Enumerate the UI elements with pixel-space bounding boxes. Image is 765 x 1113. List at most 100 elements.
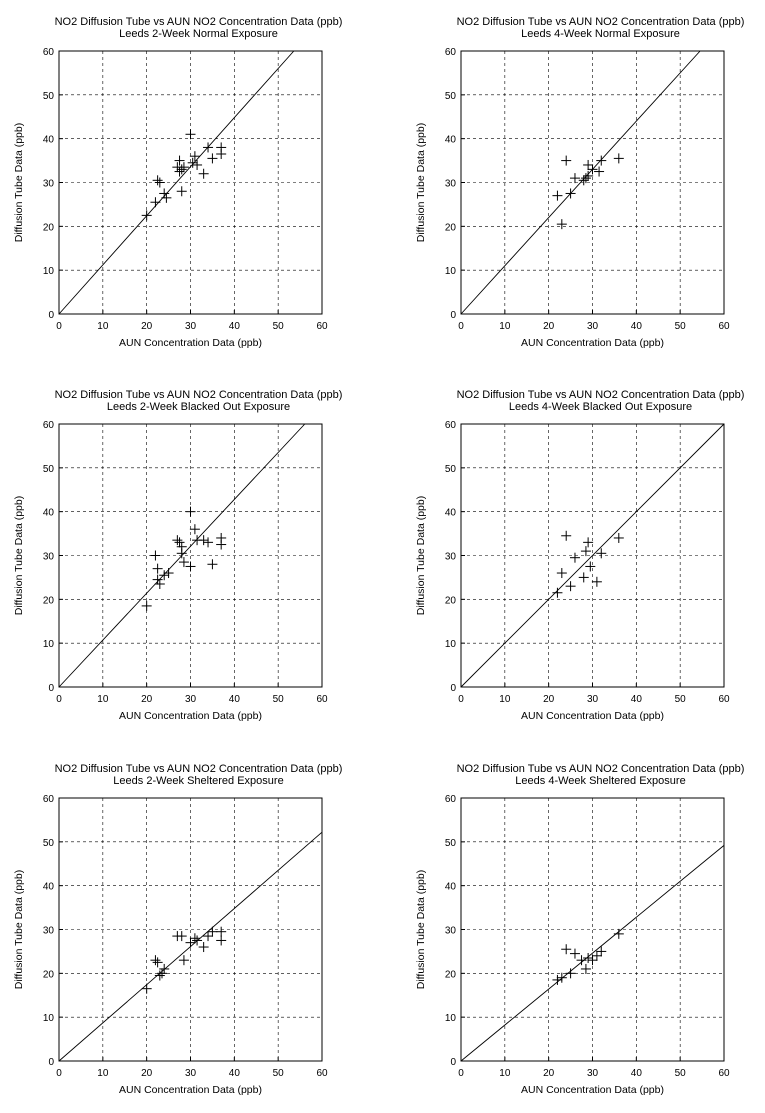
y-tick-label: 20 — [445, 969, 457, 980]
data-point — [159, 188, 170, 199]
data-point — [176, 548, 187, 559]
data-point — [174, 537, 185, 548]
y-tick-label: 30 — [445, 926, 457, 937]
scatter-panel-3: NO2 Diffusion Tube vs AUN NO2 Concentrat… — [13, 389, 342, 722]
data-point — [613, 928, 624, 939]
data-point — [198, 535, 209, 546]
y-axis-label: Diffusion Tube Data (ppb) — [415, 496, 427, 615]
x-tick-label: 50 — [273, 321, 285, 332]
data-point — [150, 197, 161, 208]
data-point — [154, 970, 165, 981]
data-point — [161, 192, 172, 203]
data-point — [157, 968, 168, 979]
data-point — [216, 926, 227, 937]
data-point — [198, 168, 209, 179]
data-point — [154, 177, 165, 188]
x-axis-label: AUN Concentration Data (ppb) — [119, 710, 262, 722]
data-point — [189, 151, 200, 162]
y-axis-label: Diffusion Tube Data (ppb) — [13, 123, 25, 242]
x-tick-label: 10 — [499, 694, 511, 705]
data-point — [565, 188, 576, 199]
y-tick-label: 40 — [43, 882, 55, 893]
x-tick-label: 0 — [56, 321, 62, 332]
y-tick-label: 30 — [43, 552, 55, 563]
y-tick-label: 20 — [43, 969, 55, 980]
data-point — [152, 574, 163, 585]
data-point — [152, 563, 163, 574]
y-tick-label: 60 — [445, 794, 457, 805]
y-tick-label: 20 — [445, 595, 457, 606]
data-point — [178, 162, 189, 173]
data-point — [178, 955, 189, 966]
data-point — [203, 142, 214, 153]
data-point — [613, 532, 624, 543]
x-tick-label: 60 — [718, 694, 730, 705]
data-point — [216, 539, 227, 550]
y-tick-label: 40 — [43, 508, 55, 519]
data-point — [207, 926, 218, 937]
data-point — [150, 550, 161, 561]
x-tick-label: 30 — [587, 321, 599, 332]
x-tick-label: 20 — [543, 1068, 555, 1079]
x-tick-label: 0 — [458, 1068, 464, 1079]
data-point — [154, 578, 165, 589]
data-point — [163, 568, 174, 579]
x-tick-label: 20 — [141, 694, 153, 705]
y-tick-label: 30 — [43, 926, 55, 937]
data-point — [159, 570, 170, 581]
data-point — [561, 155, 572, 166]
data-point — [561, 530, 572, 541]
data-point — [569, 948, 580, 959]
data-point — [594, 166, 605, 177]
data-point — [556, 568, 567, 579]
fit-line — [460, 844, 725, 1062]
data-point — [216, 149, 227, 160]
chart-subtitle: Leeds 2-Week Blacked Out Exposure — [107, 401, 290, 413]
x-tick-label: 0 — [458, 321, 464, 332]
y-tick-label: 10 — [445, 266, 457, 277]
x-tick-label: 10 — [499, 1068, 511, 1079]
data-point — [152, 175, 163, 186]
x-tick-label: 40 — [229, 694, 241, 705]
fit-line — [58, 50, 295, 315]
chart-subtitle: Leeds 4-Week Blacked Out Exposure — [509, 401, 692, 413]
data-point — [552, 190, 563, 201]
x-tick-label: 50 — [273, 694, 285, 705]
data-point — [176, 931, 187, 942]
data-point — [176, 186, 187, 197]
y-axis-label: Diffusion Tube Data (ppb) — [13, 496, 25, 615]
x-tick-label: 0 — [458, 694, 464, 705]
chart-title: NO2 Diffusion Tube vs AUN NO2 Concentrat… — [457, 763, 745, 775]
data-point — [185, 129, 196, 140]
y-tick-label: 40 — [445, 882, 457, 893]
data-point — [565, 968, 576, 979]
x-axis-label: AUN Concentration Data (ppb) — [119, 337, 262, 349]
data-point — [172, 535, 183, 546]
chart-title: NO2 Diffusion Tube vs AUN NO2 Concentrat… — [55, 16, 343, 28]
x-axis-label: AUN Concentration Data (ppb) — [521, 337, 664, 349]
y-tick-label: 20 — [43, 222, 55, 233]
scatter-panel-1: NO2 Diffusion Tube vs AUN NO2 Concentrat… — [13, 16, 342, 349]
chart-title: NO2 Diffusion Tube vs AUN NO2 Concentrat… — [55, 389, 343, 401]
x-axis-label: AUN Concentration Data (ppb) — [521, 1084, 664, 1096]
x-tick-label: 30 — [185, 694, 197, 705]
y-tick-label: 50 — [445, 838, 457, 849]
data-point — [150, 955, 161, 966]
x-tick-label: 50 — [273, 1068, 285, 1079]
data-point — [198, 942, 209, 953]
y-tick-label: 50 — [445, 464, 457, 475]
data-point — [174, 166, 185, 177]
x-tick-label: 10 — [97, 321, 109, 332]
chart-title: NO2 Diffusion Tube vs AUN NO2 Concentrat… — [55, 763, 343, 775]
data-point — [152, 957, 163, 968]
y-tick-label: 10 — [43, 1013, 55, 1024]
y-tick-label: 0 — [450, 310, 456, 321]
data-point — [587, 164, 598, 175]
y-tick-label: 10 — [43, 639, 55, 650]
y-axis-label: Diffusion Tube Data (ppb) — [13, 870, 25, 989]
data-point — [178, 557, 189, 568]
fit-line — [460, 50, 701, 315]
data-point — [569, 173, 580, 184]
x-tick-label: 0 — [56, 1068, 62, 1079]
x-tick-label: 30 — [587, 694, 599, 705]
